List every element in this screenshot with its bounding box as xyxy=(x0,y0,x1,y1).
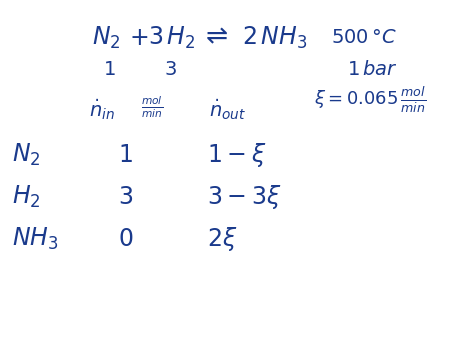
Text: $\frac{mol}{min}$: $\frac{mol}{min}$ xyxy=(141,95,163,120)
Text: $\xi = 0.065\,\frac{mol}{min}$: $\xi = 0.065\,\frac{mol}{min}$ xyxy=(314,86,427,115)
Text: $1\,bar$: $1\,bar$ xyxy=(347,60,398,79)
Text: $500\,°C$: $500\,°C$ xyxy=(331,28,396,47)
Text: $3$: $3$ xyxy=(118,185,133,209)
Text: $2\xi$: $2\xi$ xyxy=(207,225,237,253)
Text: $1-\xi$: $1-\xi$ xyxy=(207,141,266,169)
Text: $3$: $3$ xyxy=(164,60,177,79)
Text: $2\,NH_3$: $2\,NH_3$ xyxy=(242,24,307,51)
Text: $\dot{n}_{in}$: $\dot{n}_{in}$ xyxy=(90,97,116,122)
Text: $NH_3$: $NH_3$ xyxy=(12,225,59,252)
Text: $\rightleftharpoons$: $\rightleftharpoons$ xyxy=(200,25,228,51)
Text: $3-3\xi$: $3-3\xi$ xyxy=(207,183,281,211)
Text: $+$: $+$ xyxy=(129,26,148,50)
Text: $\dot{n}_{out}$: $\dot{n}_{out}$ xyxy=(209,97,246,122)
Text: $1$: $1$ xyxy=(103,60,116,79)
Text: $H_2$: $H_2$ xyxy=(12,184,41,210)
Text: $3\,H_2$: $3\,H_2$ xyxy=(148,24,195,51)
Text: $N_2$: $N_2$ xyxy=(92,24,120,51)
Text: $0$: $0$ xyxy=(118,226,133,251)
Text: $N_2$: $N_2$ xyxy=(12,142,41,168)
Text: $1$: $1$ xyxy=(118,143,132,167)
